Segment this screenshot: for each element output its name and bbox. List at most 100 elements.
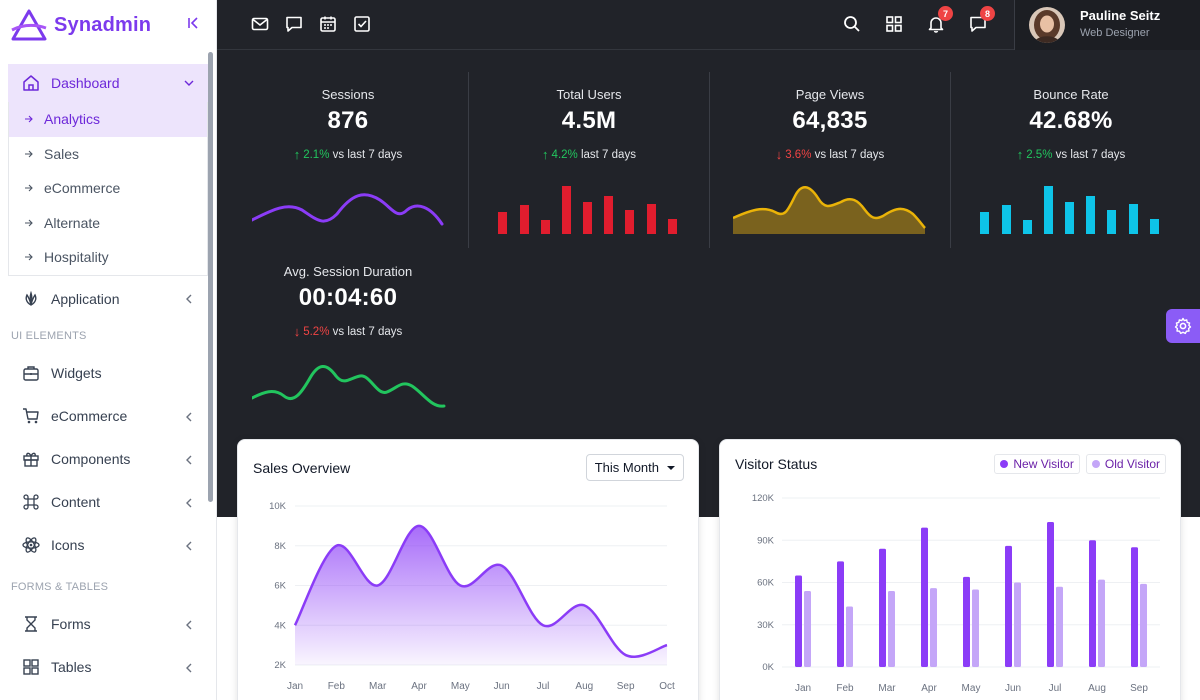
sidebar-subitem-label: eCommerce	[44, 180, 121, 197]
legend-label: New Visitor	[1013, 457, 1074, 471]
arrow-right-icon	[25, 184, 33, 192]
collapse-sidebar-icon[interactable]	[186, 16, 200, 30]
stat-total-users: Total Users 4.5M ↑ 4.2% last 7 days	[469, 87, 709, 162]
x-tick-label: Apr	[921, 683, 937, 694]
legend-old-visitor[interactable]: Old Visitor	[1085, 454, 1166, 474]
sidebar-item-components[interactable]: Components	[8, 438, 208, 481]
arrow-down-icon: ↓	[293, 324, 301, 339]
stat-title: Avg. Session Duration	[283, 264, 413, 279]
sidebar-subitem-ecommerce[interactable]: eCommerce	[9, 171, 207, 206]
new-visitor-bar	[921, 527, 928, 667]
period-dropdown-value: This Month	[594, 460, 659, 475]
x-tick-label: Jul	[1049, 683, 1062, 694]
sidebar-subitem-label: Alternate	[44, 214, 101, 231]
home-icon	[23, 75, 39, 91]
sales-overview-card: Sales Overview This Month 2K 4K 6K 8K 10K Jan…	[237, 439, 699, 700]
sidebar-subitem-alternate[interactable]: Alternate	[9, 206, 207, 241]
apps-grid-icon[interactable]	[885, 15, 903, 33]
sales-area	[295, 525, 667, 665]
spark-bar	[647, 204, 656, 234]
sidebar-item-label: Forms	[51, 616, 91, 632]
sidebar-item-tables[interactable]: Tables	[8, 646, 208, 689]
brand[interactable]: Synadmin	[0, 0, 216, 50]
stat-title: Bounce Rate	[1033, 87, 1109, 102]
stat-suffix: vs last 7 days	[332, 325, 403, 338]
y-tick-label: 30K	[757, 620, 775, 631]
section-label-ui-elements: UI ELEMENTS	[11, 329, 87, 342]
stat-value: 64,835	[792, 107, 868, 134]
visitor-status-card: Visitor Status New Visitor Old Visitor 0…	[719, 439, 1181, 700]
x-tick-label: May	[451, 681, 470, 692]
cart-icon	[23, 408, 39, 424]
arrow-right-icon	[25, 253, 33, 261]
visitor-bar-chart: 0K 30K 60K 90K 120K Jan Feb Mar Apr May Jun Jul Aug S…	[752, 493, 1160, 694]
user-menu[interactable]: Pauline Seitz Web Designer	[1014, 0, 1200, 50]
spark-bar	[625, 210, 634, 234]
new-visitor-bar	[1047, 521, 1054, 667]
section-label-forms-tables: FORMS & TABLES	[11, 580, 109, 593]
new-visitor-bar	[837, 561, 844, 667]
sidebar-item-icons[interactable]: Icons	[8, 524, 208, 567]
sidebar-item-ecommerce[interactable]: eCommerce	[8, 395, 208, 438]
old-visitor-bar	[1140, 583, 1147, 667]
card-title: Sales Overview	[253, 460, 351, 476]
notifications-button[interactable]: 7	[927, 6, 953, 33]
sidebar-item-forms[interactable]: Forms	[8, 603, 208, 646]
stat-change: 5.2%	[303, 325, 330, 338]
x-tick-label: Mar	[369, 681, 387, 692]
divider	[468, 72, 469, 248]
sidebar-subitem-sales[interactable]: Sales	[9, 137, 207, 172]
sidebar-item-label: Content	[51, 494, 101, 510]
stat-trend: ↑ 4.2% last 7 days	[469, 147, 709, 162]
stat-trend: ↓ 5.2% vs last 7 days	[228, 324, 468, 339]
sidebar: Synadmin Dashboard Analytics Sales	[0, 0, 217, 700]
x-tick-label: Aug	[1088, 683, 1106, 694]
old-visitor-bar	[804, 590, 811, 667]
y-tick-label: 90K	[757, 535, 775, 546]
sales-line	[293, 524, 668, 658]
chevron-left-icon	[186, 455, 192, 464]
legend-new-visitor[interactable]: New Visitor	[994, 454, 1080, 474]
sidebar-subitem-hospitality[interactable]: Hospitality	[9, 240, 207, 275]
chevron-left-icon	[186, 294, 192, 303]
sidebar-subitem-analytics[interactable]: Analytics	[9, 102, 207, 137]
old-visitor-bar	[1098, 579, 1105, 667]
x-tick-label: Jan	[795, 683, 811, 694]
stat-bounce-rate: Bounce Rate 42.68% ↑ 2.5% vs last 7 days	[951, 87, 1191, 162]
sidebar-item-label: eCommerce	[51, 408, 128, 424]
stat-trend: ↓ 3.6% vs last 7 days	[710, 147, 950, 162]
calendar-icon[interactable]	[319, 15, 337, 33]
legend-dot	[1000, 460, 1009, 468]
search-icon[interactable]	[843, 15, 861, 33]
period-dropdown[interactable]: This Month	[585, 454, 684, 481]
sidebar-item-dashboard[interactable]: Dashboard	[8, 64, 208, 102]
stat-title: Page Views	[795, 87, 865, 102]
stat-sessions: Sessions 876 ↑ 2.1% vs last 7 days	[228, 87, 468, 162]
chevron-left-icon	[186, 620, 192, 629]
sidebar-item-content[interactable]: Content	[8, 481, 208, 524]
sidebar-scrollbar[interactable]	[208, 52, 213, 502]
sidebar-item-label: Application	[51, 290, 120, 307]
sidebar-subitem-label: Analytics	[44, 111, 101, 128]
arrow-right-icon	[25, 150, 33, 158]
new-visitor-bar	[879, 548, 886, 667]
spark-bar	[1150, 219, 1159, 234]
x-tick-label: Oct	[659, 681, 675, 692]
settings-button[interactable]	[1166, 309, 1200, 343]
chat-icon[interactable]	[285, 15, 303, 33]
messages-button[interactable]: 8	[969, 6, 995, 33]
topbar: 7 8 Pauline Seitz Web Designer	[217, 0, 1200, 50]
sidebar-item-application[interactable]: Application	[8, 280, 208, 318]
brand-logo-icon	[11, 9, 47, 41]
sidebar-item-widgets[interactable]: Widgets	[8, 352, 208, 395]
chevron-down-icon	[184, 80, 194, 86]
stat-value: 00:04:60	[298, 284, 398, 311]
y-tick-label: 2K	[274, 660, 286, 671]
stat-avg-session-duration: Avg. Session Duration 00:04:60 ↓ 5.2% vs…	[228, 264, 468, 339]
brand-name: Synadmin	[54, 13, 152, 36]
gift-icon	[23, 452, 39, 467]
spark-bar	[562, 186, 571, 234]
mail-icon[interactable]	[251, 15, 269, 33]
stat-trend: ↑ 2.1% vs last 7 days	[228, 147, 468, 162]
checkbox-icon[interactable]	[353, 15, 371, 33]
